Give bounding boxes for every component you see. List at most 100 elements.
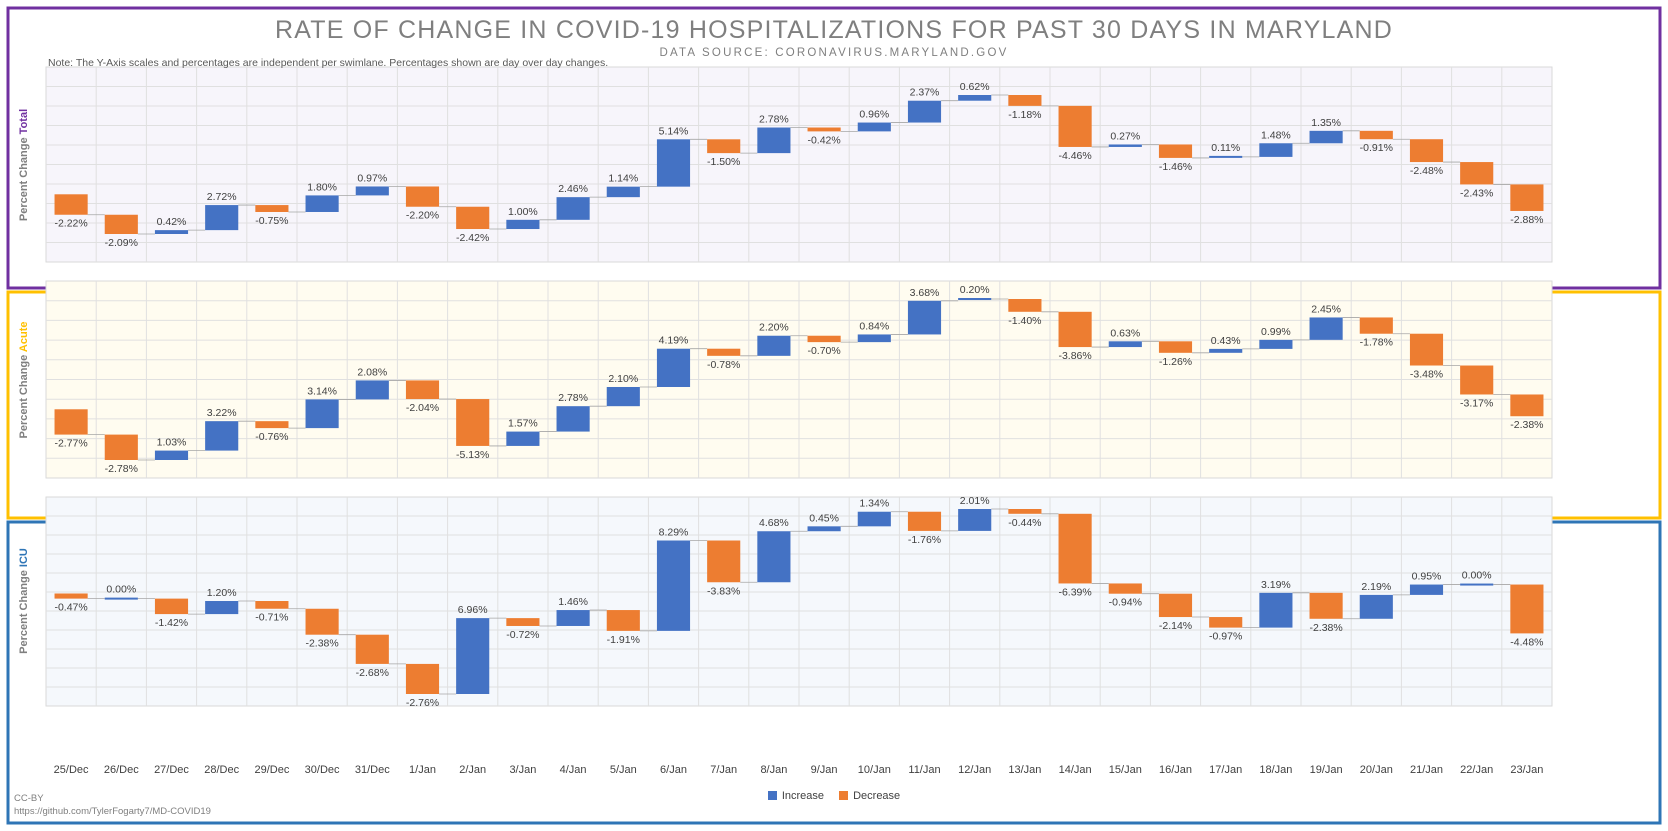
x-tick-label: 28/Dec: [204, 764, 239, 776]
icu-data-label: 0.00%: [106, 584, 136, 596]
acute-data-label: -2.38%: [1510, 419, 1543, 431]
total-bar-22/Jan: [1460, 162, 1494, 185]
icu-data-label: 1.20%: [207, 587, 237, 599]
icu-data-label: -6.39%: [1058, 586, 1091, 598]
acute-bar-4/Jan: [556, 406, 590, 432]
credit-block: CC-BY https://github.com/TylerFogarty7/M…: [14, 792, 211, 818]
x-tick-label: 23/Jan: [1510, 764, 1543, 776]
acute-data-label: 1.03%: [157, 437, 187, 449]
legend-swatch-decrease: [839, 791, 849, 800]
x-tick-label: 21/Jan: [1410, 764, 1443, 776]
acute-data-label: 2.78%: [558, 392, 588, 404]
x-tick-label: 17/Jan: [1209, 764, 1242, 776]
total-bar-14/Jan: [1058, 105, 1092, 147]
acute-data-label: 2.10%: [608, 373, 638, 385]
total-data-label: 1.80%: [307, 181, 337, 193]
total-data-label: 0.96%: [859, 109, 889, 121]
icu-data-label: -0.72%: [506, 629, 539, 641]
x-tick-label: 9/Jan: [811, 764, 838, 776]
total-bar-5/Jan: [606, 186, 640, 198]
icu-bar-13/Jan: [1008, 509, 1042, 514]
icu-data-label: -2.14%: [1159, 620, 1192, 632]
acute-bar-31/Dec: [355, 380, 389, 400]
acute-data-label: 3.14%: [307, 385, 337, 397]
legend-swatch-increase: [767, 791, 777, 800]
total-data-label: 1.35%: [1311, 117, 1341, 129]
acute-bar-18/Jan: [1259, 339, 1293, 349]
acute-bar-25/Dec: [54, 409, 88, 435]
total-data-label: 0.42%: [157, 216, 187, 228]
icu-bar-4/Jan: [556, 610, 590, 626]
acute-bar-2/Jan: [456, 399, 490, 446]
acute-data-label: 0.99%: [1261, 326, 1291, 338]
total-data-label: 1.14%: [608, 173, 638, 185]
acute-bar-17/Jan: [1209, 348, 1243, 353]
total-bar-28/Dec: [205, 205, 239, 231]
total-bar-31/Dec: [355, 186, 389, 196]
chart-legend: Increase Decrease: [0, 790, 1668, 802]
icu-data-label: -2.76%: [406, 697, 439, 709]
total-bar-11/Jan: [907, 100, 942, 123]
icu-bar-25/Dec: [54, 593, 88, 599]
icu-data-label: -1.76%: [908, 534, 941, 546]
icu-bar-6/Jan: [656, 540, 691, 631]
acute-data-label: 2.20%: [759, 322, 789, 334]
total-data-label: -2.42%: [456, 232, 489, 244]
icu-panel: -0.47% 0.00% -1.42% 1.20% -0.71% -2.38% -2.68%…: [18, 495, 1553, 709]
total-data-label: -2.43%: [1460, 187, 1493, 199]
total-data-label: 2.37%: [910, 87, 940, 99]
total-data-label: 2.72%: [207, 191, 237, 203]
legend-item-decrease: Decrease: [839, 790, 900, 802]
chart-subtitle: DATA SOURCE: CORONAVIRUS.MARYLAND.GOV: [659, 47, 1009, 59]
total-bar-19/Jan: [1309, 130, 1343, 144]
x-tick-label: 20/Jan: [1360, 764, 1393, 776]
acute-bar-29/Dec: [255, 421, 289, 429]
legend-label-increase: Increase: [781, 790, 825, 802]
x-tick-label: 15/Jan: [1109, 764, 1142, 776]
x-tick-label: 13/Jan: [1008, 764, 1041, 776]
icu-bar-28/Dec: [205, 601, 239, 615]
icu-bar-3/Jan: [506, 618, 540, 626]
acute-data-label: 2.08%: [357, 366, 387, 378]
total-bar-21/Jan: [1409, 139, 1444, 163]
x-tick-label: 27/Dec: [154, 764, 189, 776]
icu-data-label: 0.95%: [1412, 571, 1442, 583]
icu-data-label: 0.45%: [809, 512, 839, 524]
acute-bar-21/Jan: [1409, 333, 1444, 366]
total-bar-4/Jan: [556, 197, 590, 220]
acute-bar-11/Jan: [907, 300, 942, 335]
acute-data-label: -5.13%: [456, 449, 489, 461]
total-bar-10/Jan: [857, 122, 891, 132]
total-data-label: -1.18%: [1008, 109, 1041, 121]
icu-y-axis-label: Percent Change ICU: [18, 548, 30, 654]
icu-bar-19/Jan: [1309, 592, 1343, 619]
x-tick-label: 26/Dec: [104, 764, 139, 776]
icu-data-label: -0.44%: [1008, 517, 1041, 529]
total-bar-9/Jan: [807, 127, 841, 132]
acute-data-label: 0.20%: [960, 284, 990, 296]
x-tick-label: 2/Jan: [459, 764, 486, 776]
acute-data-label: -0.76%: [255, 431, 288, 443]
total-data-label: 0.97%: [357, 172, 387, 184]
icu-bar-15/Jan: [1108, 583, 1142, 594]
icu-data-label: 6.96%: [458, 604, 488, 616]
icu-bar-8/Jan: [757, 531, 791, 583]
x-tick-label: 5/Jan: [610, 764, 637, 776]
chart-note: Note: The Y-Axis scales and percentages …: [48, 57, 609, 69]
icu-bar-23/Jan: [1510, 584, 1544, 634]
acute-data-label: 1.57%: [508, 418, 538, 430]
icu-data-label: -1.91%: [607, 634, 640, 646]
acute-bar-12/Jan: [958, 298, 992, 300]
x-tick-label: 18/Jan: [1259, 764, 1292, 776]
x-tick-label: 11/Jan: [908, 764, 940, 776]
icu-bar-1/Jan: [405, 663, 440, 694]
legend-item-increase: Increase: [767, 790, 825, 802]
acute-data-label: -3.17%: [1460, 397, 1493, 409]
acute-bar-8/Jan: [757, 335, 791, 356]
icu-data-label: -0.97%: [1209, 631, 1242, 643]
acute-y-axis-label: Percent Change Acute: [18, 322, 30, 439]
acute-bar-23/Jan: [1510, 394, 1544, 417]
acute-data-label: 4.19%: [659, 335, 689, 347]
total-data-label: 2.78%: [759, 114, 789, 126]
